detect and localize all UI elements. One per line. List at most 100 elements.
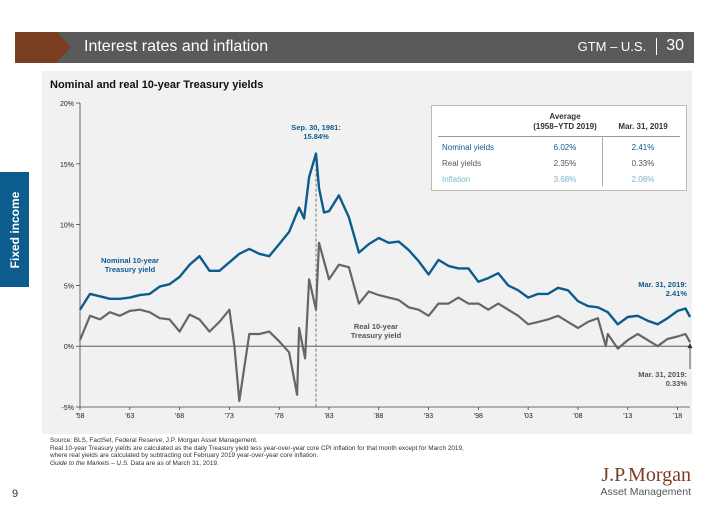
guide-date: Data are as of March 31, 2019.	[128, 459, 219, 467]
header-accent	[15, 32, 57, 63]
section-label: GTM – U.S.	[577, 38, 647, 54]
x-tick-label: '68	[175, 413, 184, 420]
nominal-yield-point	[537, 293, 539, 295]
nominal-end-annotation: 2.41%	[666, 289, 688, 298]
jpmorgan-logo: J.P.Morgan Asset Management	[601, 465, 691, 498]
real-yield-point	[438, 303, 439, 305]
footnote-line: where real yields are calculated by subt…	[50, 452, 319, 460]
real-end-annotation: Mar. 31, 2019:	[638, 370, 687, 379]
nominal-yield-point	[308, 176, 310, 178]
nominal-yield-point	[139, 294, 141, 296]
inset-row-label: Inflation	[442, 175, 471, 184]
nominal-yield-point	[677, 310, 678, 312]
nominal-yield-point	[199, 255, 200, 257]
real-yield-point	[219, 321, 220, 323]
inset-col1-header: Average (1958–YTD 2019)	[532, 112, 598, 132]
real-yield-point	[605, 345, 607, 347]
real-yield-point	[79, 339, 81, 341]
real-yield-point	[296, 394, 298, 396]
nominal-yield-point	[179, 276, 180, 278]
peak-annotation: Sep. 30, 1981:	[291, 123, 341, 132]
real-yield-point	[617, 348, 619, 350]
nominal-yield-point	[689, 316, 691, 318]
nominal-yield-point	[268, 255, 270, 257]
real-yield-point	[567, 321, 569, 323]
real-yield-point	[597, 317, 599, 319]
real-yield-point	[199, 319, 200, 320]
real-yield-point	[298, 327, 300, 329]
real-yield-point	[268, 331, 270, 333]
real-yield-point	[304, 357, 306, 359]
nominal-yield-point	[79, 309, 81, 311]
nominal-yield-point	[685, 308, 686, 309]
nominal-yield-point	[418, 260, 420, 262]
y-tick-label: 0%	[64, 344, 74, 351]
real-yield-point	[129, 310, 131, 312]
logo-wordmark: J.P.Morgan	[601, 464, 691, 486]
inset-col1-subtitle: (1958–YTD 2019)	[533, 122, 597, 131]
header-divider	[656, 37, 658, 55]
real-yield-point	[637, 333, 639, 335]
inset-row-average: 6.02%	[553, 143, 577, 152]
real-end-arrowhead	[687, 343, 693, 349]
real-yield-point	[418, 309, 420, 311]
real-series-label: Treasury yield	[351, 331, 402, 340]
real-yield-point	[228, 309, 230, 311]
nominal-yield-point	[278, 243, 280, 245]
real-yield-point	[368, 291, 370, 292]
nominal-yield-point	[627, 316, 629, 318]
real-yield-point	[657, 345, 659, 347]
real-yield-point	[288, 351, 290, 353]
nominal-yield-point	[388, 242, 390, 244]
nominal-yield-point	[547, 293, 549, 295]
real-yield-point	[169, 319, 171, 320]
real-yield-point	[278, 340, 280, 342]
real-yield-point	[587, 321, 589, 323]
nominal-yield-point	[149, 293, 151, 295]
nominal-yield-point	[647, 320, 649, 322]
nominal-yield-point	[258, 253, 260, 255]
real-yield-point	[428, 315, 429, 317]
real-yield-point	[667, 338, 668, 340]
inset-col1-title: Average	[549, 112, 581, 121]
nominal-yield-point	[338, 195, 340, 196]
nominal-yield-point	[398, 241, 400, 243]
real-yield-point	[318, 242, 320, 244]
real-yield-point	[139, 309, 141, 311]
nominal-yield-point	[209, 270, 210, 272]
real-yield-point	[468, 303, 469, 305]
real-yield-point	[458, 297, 459, 298]
real-yield-point	[497, 303, 499, 305]
inset-row-average: 3.68%	[553, 175, 577, 184]
inset-row-label: Real yields	[442, 159, 482, 168]
y-tick-label: 10%	[60, 223, 74, 230]
x-tick-label: '03	[524, 413, 533, 420]
x-tick-label: '58	[75, 413, 84, 420]
real-yield-point	[308, 278, 310, 280]
nominal-yield-point	[458, 267, 459, 269]
real-yield-point	[233, 345, 235, 347]
nominal-series-label: Nominal 10-year	[101, 256, 159, 265]
nominal-yield-point	[667, 317, 668, 319]
real-yield-point	[89, 315, 91, 317]
x-tick-label: '73	[225, 413, 234, 420]
logo-subtitle: Asset Management	[600, 486, 691, 498]
nominal-yield-point	[129, 297, 131, 298]
real-yield-point	[109, 311, 111, 313]
side-tab: Fixed income	[0, 172, 29, 287]
real-yield-point	[448, 303, 449, 305]
real-yield-point	[258, 333, 260, 335]
nominal-yield-point	[607, 311, 609, 313]
x-tick-label: '63	[125, 413, 134, 420]
real-yield-point	[487, 309, 489, 311]
nominal-yield-point	[637, 315, 639, 317]
nominal-yield-point	[517, 289, 519, 291]
y-tick-label: -5%	[62, 405, 74, 412]
nominal-yield-point	[577, 300, 579, 302]
nominal-yield-point	[169, 283, 171, 285]
nominal-yield-point	[109, 298, 111, 300]
nominal-yield-point	[597, 306, 599, 308]
page-number: 9	[12, 488, 19, 500]
real-yield-point	[348, 266, 350, 268]
nominal-yield-point	[477, 281, 479, 283]
